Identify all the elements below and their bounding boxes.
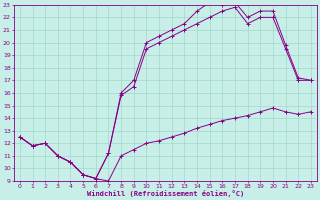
X-axis label: Windchill (Refroidissement éolien,°C): Windchill (Refroidissement éolien,°C) <box>87 190 244 197</box>
